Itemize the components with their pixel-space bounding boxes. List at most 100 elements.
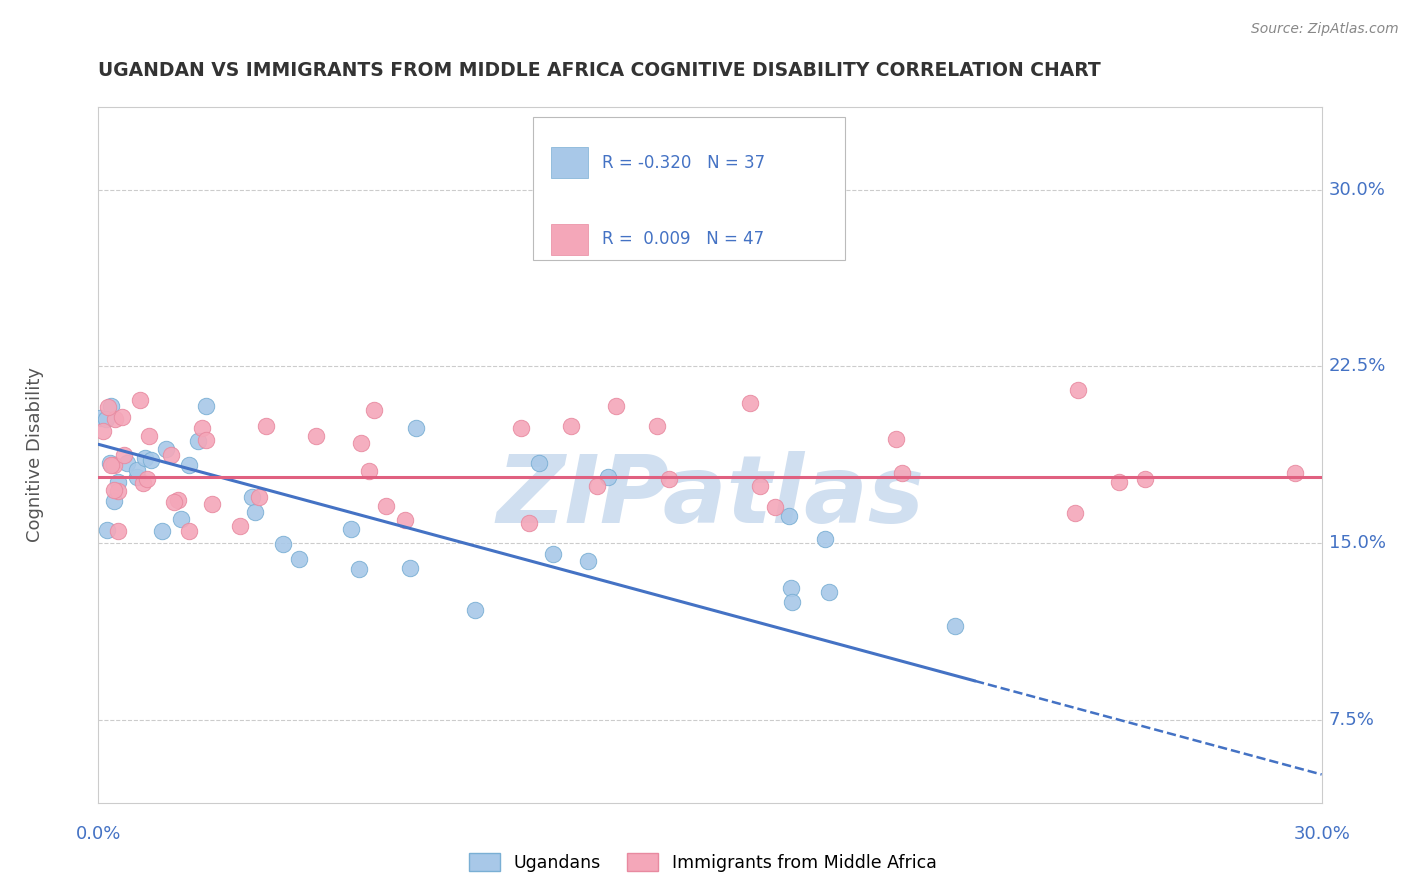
Point [890,466,912,480]
Text: 22.5%: 22.5% [1329,358,1386,376]
Point [136,472,159,486]
Point [560,418,582,433]
Point [398,561,420,575]
Point [163,495,186,509]
Point [586,479,609,493]
Point [763,500,786,514]
Point [107,475,129,489]
Point [738,396,761,410]
Point [394,513,416,527]
Point [254,419,277,434]
Text: R =  0.009   N = 47: R = 0.009 N = 47 [602,230,765,248]
Point [357,464,380,478]
Point [645,419,668,434]
FancyBboxPatch shape [533,118,845,260]
Point [115,456,138,470]
Point [191,421,214,435]
Point [1133,472,1156,486]
Point [103,494,125,508]
Text: R = -0.320   N = 37: R = -0.320 N = 37 [602,153,765,171]
Point [598,469,620,483]
Point [166,493,188,508]
Point [139,453,162,467]
Text: 30.0%: 30.0% [1329,180,1385,199]
Point [138,429,160,443]
Point [780,595,803,609]
Point [1067,383,1090,397]
Point [527,456,550,470]
Point [111,410,134,425]
Point [509,421,531,435]
Point [94,412,117,426]
Point [103,458,125,472]
Point [100,399,122,413]
Point [107,484,129,499]
Point [363,403,385,417]
Point [97,401,120,415]
Point [814,532,837,546]
Point [240,490,263,504]
Legend: Ugandans, Immigrants from Middle Africa: Ugandans, Immigrants from Middle Africa [461,847,945,879]
Point [349,562,371,576]
Point [103,483,125,498]
Point [91,424,114,438]
Point [155,442,177,457]
Point [541,547,564,561]
Point [194,399,217,413]
Point [96,523,118,537]
Text: 15.0%: 15.0% [1329,534,1386,552]
Point [405,421,427,435]
Point [576,554,599,568]
Point [104,411,127,425]
Point [127,463,149,477]
Point [350,435,373,450]
Point [187,434,209,449]
Point [658,472,681,486]
Point [128,392,150,407]
Point [177,458,200,472]
Point [288,552,311,566]
Point [305,429,328,443]
Point [107,524,129,538]
FancyBboxPatch shape [551,147,588,178]
Text: ZIPatlas: ZIPatlas [496,450,924,542]
Point [195,433,218,447]
Point [112,448,135,462]
Point [229,519,252,533]
Point [605,399,627,413]
Text: 7.5%: 7.5% [1329,711,1375,730]
Point [89,411,111,425]
Text: 0.0%: 0.0% [76,825,121,843]
Point [464,603,486,617]
Point [201,497,224,511]
Point [748,479,770,493]
Point [177,524,200,538]
Point [1064,506,1087,520]
Point [778,508,800,523]
Point [247,491,270,505]
Point [818,585,841,599]
Point [160,448,183,462]
Point [1108,475,1130,490]
Point [779,582,801,596]
Point [271,537,294,551]
Point [98,456,121,470]
Point [517,516,540,530]
Point [375,499,398,513]
Point [134,451,156,466]
Text: Cognitive Disability: Cognitive Disability [27,368,44,542]
Text: 30.0%: 30.0% [1294,825,1350,843]
Text: UGANDAN VS IMMIGRANTS FROM MIDDLE AFRICA COGNITIVE DISABILITY CORRELATION CHART: UGANDAN VS IMMIGRANTS FROM MIDDLE AFRICA… [98,62,1101,80]
Point [340,522,363,536]
Text: Source: ZipAtlas.com: Source: ZipAtlas.com [1251,22,1399,37]
Point [100,458,122,472]
Point [1284,467,1306,481]
Point [132,476,155,491]
Point [170,512,193,526]
Point [150,524,173,538]
Point [127,470,149,484]
Point [884,432,907,446]
Point [943,619,966,633]
FancyBboxPatch shape [551,224,588,255]
Point [243,505,266,519]
